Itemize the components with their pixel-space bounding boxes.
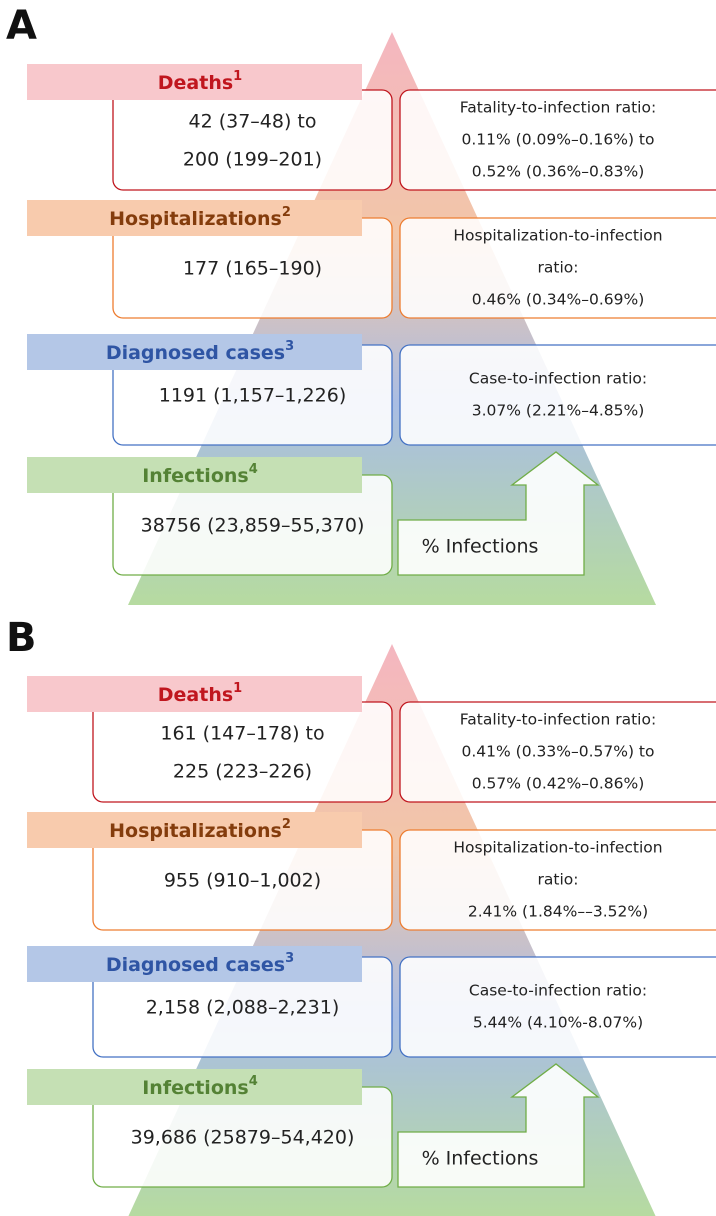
ratio-text: Hospitalization-to-infection (453, 839, 662, 857)
level-title-text: Diagnosed cases (106, 342, 285, 364)
level-header (27, 946, 362, 982)
ratio-box (399, 89, 716, 191)
level-title-text: Deaths (158, 684, 233, 706)
value-text: 161 (147–178) to (160, 723, 324, 745)
ratio-text: Hospitalization-to-infection (453, 227, 662, 245)
ratio-text: 0.57% (0.42%–0.86%) (472, 775, 645, 793)
ratio-text: 3.07% (2.21%–4.85%) (472, 402, 645, 420)
ratio-box (399, 829, 716, 931)
level-header (27, 64, 362, 100)
panel-label: B (6, 615, 37, 661)
arrow (397, 1063, 600, 1188)
level-title-text: Hospitalizations (109, 208, 282, 230)
value-text: 177 (165–190) (183, 258, 322, 280)
value-text: 1191 (1,157–1,226) (159, 385, 347, 407)
level-title: Infections4 (142, 1074, 258, 1099)
value-text: 38756 (23,859–55,370) (141, 515, 365, 537)
level-title: Deaths1 (158, 69, 242, 94)
arrow (397, 451, 600, 576)
ratio-box (399, 217, 716, 319)
level-title-text: Infections (142, 465, 249, 487)
ratio-text: 0.46% (0.34%–0.69%) (472, 291, 645, 309)
ratio-box (399, 956, 716, 1058)
level-title: Hospitalizations2 (109, 817, 291, 842)
footnote-mark: 2 (282, 205, 291, 220)
value-text: 225 (223–226) (173, 761, 312, 783)
level-title-text: Infections (142, 1077, 249, 1099)
footnote-mark: 3 (285, 951, 294, 966)
level-title: Infections4 (142, 462, 258, 487)
level-header (27, 1069, 362, 1105)
arrow-label: % Infections (422, 536, 539, 558)
value-text: 200 (199–201) (183, 149, 322, 171)
level-title: Deaths1 (158, 681, 242, 706)
value-box (112, 89, 393, 191)
level-title: Hospitalizations2 (109, 205, 291, 230)
level-header (27, 334, 362, 370)
ratio-text: 0.11% (0.09%–0.16%) to (462, 131, 655, 149)
level-title: Diagnosed cases3 (106, 339, 294, 364)
ratio-box (399, 701, 716, 803)
footnote-mark: 2 (282, 817, 291, 832)
footnote-mark: 4 (249, 462, 258, 477)
level-title-text: Hospitalizations (109, 820, 282, 842)
ratio-text: ratio: (538, 871, 579, 889)
ratio-text: 5.44% (4.10%-8.07%) (473, 1014, 643, 1032)
level-header (27, 200, 362, 236)
level-title-text: Diagnosed cases (106, 954, 285, 976)
level-title-text: Deaths (158, 72, 233, 94)
ratio-text: ratio: (538, 259, 579, 277)
ratio-box (399, 344, 716, 446)
ratio-text: Case-to-infection ratio: (469, 982, 647, 1000)
panel-label: A (6, 3, 37, 49)
ratio-text: 0.41% (0.33%–0.57%) to (462, 743, 655, 761)
ratio-text: 2.41% (1.84%––3.52%) (468, 903, 648, 921)
value-text: 2,158 (2,088–2,231) (146, 997, 340, 1019)
value-text: 39,686 (25879–54,420) (131, 1127, 355, 1149)
footnote-mark: 1 (233, 69, 242, 84)
footnote-mark: 1 (233, 681, 242, 696)
ratio-text: Fatality-to-infection ratio: (460, 711, 656, 729)
footnote-mark: 3 (285, 339, 294, 354)
ratio-text: Case-to-infection ratio: (469, 370, 647, 388)
value-text: 42 (37–48) to (188, 111, 316, 133)
arrow-label: % Infections (422, 1148, 539, 1170)
level-header (27, 457, 362, 493)
level-title: Diagnosed cases3 (106, 951, 294, 976)
level-header (27, 676, 362, 712)
footnote-mark: 4 (249, 1074, 258, 1089)
ratio-text: 0.52% (0.36%–0.83%) (472, 163, 645, 181)
value-box (92, 701, 393, 803)
ratio-text: Fatality-to-infection ratio: (460, 99, 656, 117)
level-header (27, 812, 362, 848)
value-text: 955 (910–1,002) (164, 870, 321, 892)
